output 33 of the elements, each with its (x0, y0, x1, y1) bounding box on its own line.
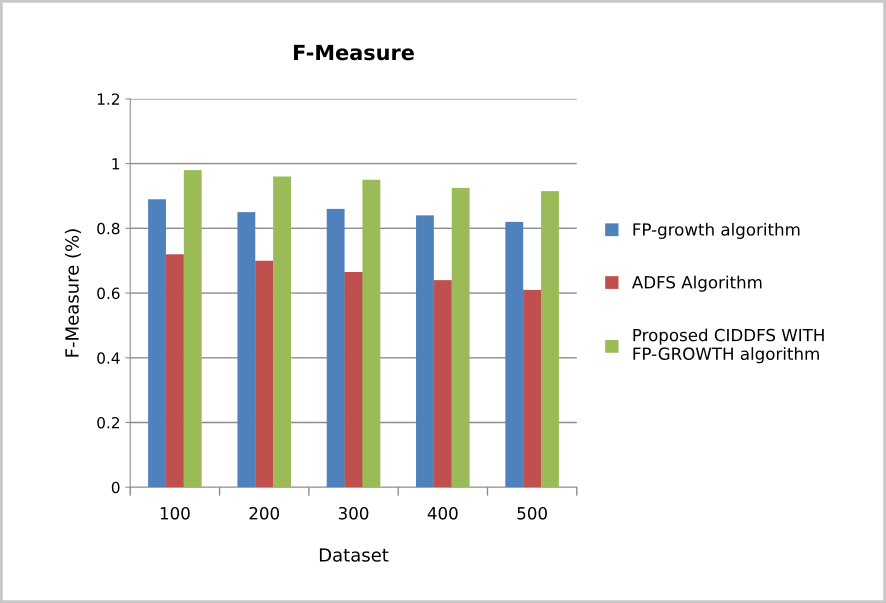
y-tick-label: 0.8 (97, 222, 120, 234)
x-tick-label: 400 (428, 506, 458, 520)
bar (452, 188, 470, 488)
bar (523, 290, 542, 488)
y-tick-label: 1.2 (98, 93, 119, 105)
chart-title: F-Measure (294, 44, 414, 60)
bar (273, 176, 291, 488)
y-tick-label: 0.4 (97, 352, 120, 364)
bar (166, 254, 184, 488)
legend-label: Proposed CIDDFS WITH FP-GROWTH algorithm (633, 328, 824, 364)
bar (541, 191, 559, 488)
bar (237, 212, 256, 488)
bar (326, 208, 345, 488)
y-tick-label: 0 (112, 482, 120, 494)
bar (362, 180, 380, 488)
legend-label: FP-growth algorithm (633, 222, 800, 239)
y-tick-label: 0.6 (97, 288, 120, 300)
x-tick-label: 100 (160, 506, 190, 520)
y-axis-title: F-Measure (%) (64, 229, 81, 357)
bar (255, 260, 274, 488)
x-tick-label: 300 (338, 506, 368, 520)
bar (416, 215, 434, 488)
legend-label: ADFS Algorithm (632, 276, 762, 292)
x-axis-title: Dataset (320, 548, 388, 562)
y-tick-label: 0.2 (97, 416, 119, 429)
bar (148, 199, 166, 488)
x-tick-label: 200 (250, 506, 280, 520)
bar (434, 280, 452, 488)
bar (505, 222, 524, 488)
bar (184, 170, 202, 488)
y-tick-label: 1 (112, 158, 120, 170)
bar (344, 272, 362, 488)
x-tick-label: 500 (518, 506, 547, 520)
